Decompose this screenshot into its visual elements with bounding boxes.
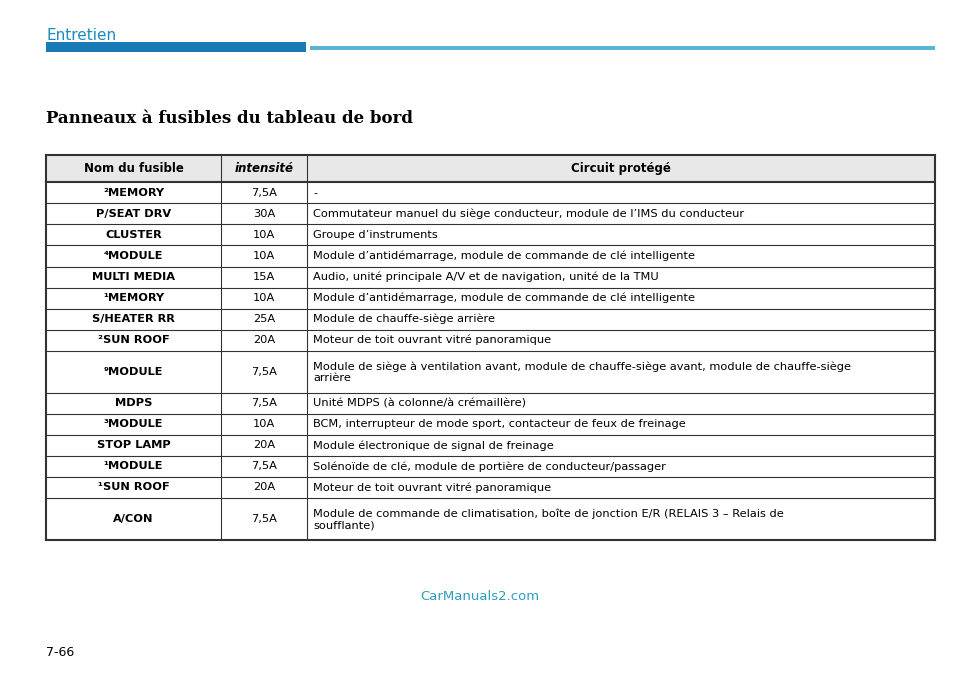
Text: 20A: 20A: [253, 440, 276, 450]
Text: ¹SUN ROOF: ¹SUN ROOF: [98, 483, 170, 492]
Text: arrière: arrière: [313, 373, 351, 383]
Text: Circuit protégé: Circuit protégé: [571, 162, 671, 175]
Text: Commutateur manuel du siège conducteur, module de l’IMS du conducteur: Commutateur manuel du siège conducteur, …: [313, 209, 745, 219]
Bar: [46, 42, 306, 52]
Text: 10A: 10A: [253, 293, 276, 303]
Bar: [310, 46, 935, 50]
Text: Solénoïde de clé, module de portière de conducteur/passager: Solénoïde de clé, module de portière de …: [313, 461, 666, 472]
Text: Groupe d’instruments: Groupe d’instruments: [313, 230, 438, 240]
Text: MULTI MEDIA: MULTI MEDIA: [92, 272, 175, 282]
Text: Module d’antidémarrage, module de commande de clé intelligente: Module d’antidémarrage, module de comman…: [313, 293, 695, 303]
Text: Module électronique de signal de freinage: Module électronique de signal de freinag…: [313, 440, 554, 451]
Text: ¹MODULE: ¹MODULE: [104, 461, 163, 471]
Text: Audio, unité principale A/V et de navigation, unité de la TMU: Audio, unité principale A/V et de naviga…: [313, 271, 660, 282]
Text: Moteur de toit ouvrant vitré panoramique: Moteur de toit ouvrant vitré panoramique: [313, 335, 551, 345]
Text: -: -: [313, 188, 318, 198]
Text: 30A: 30A: [253, 209, 276, 219]
Text: 10A: 10A: [253, 419, 276, 429]
Text: 10A: 10A: [253, 251, 276, 261]
Text: 15A: 15A: [253, 272, 276, 282]
Text: Unité MDPS (à colonne/à crémaillère): Unité MDPS (à colonne/à crémaillère): [313, 398, 526, 408]
Text: 20A: 20A: [253, 483, 276, 492]
Text: 25A: 25A: [253, 314, 276, 324]
Text: 7,5A: 7,5A: [252, 398, 277, 408]
Text: Module d’antidémarrage, module de commande de clé intelligente: Module d’antidémarrage, module de comman…: [313, 250, 695, 261]
Text: S/HEATER RR: S/HEATER RR: [92, 314, 175, 324]
Text: 7,5A: 7,5A: [252, 514, 277, 524]
Text: Moteur de toit ouvrant vitré panoramique: Moteur de toit ouvrant vitré panoramique: [313, 482, 551, 493]
Text: ⁴MODULE: ⁴MODULE: [104, 251, 163, 261]
Text: STOP LAMP: STOP LAMP: [97, 440, 171, 450]
Text: CLUSTER: CLUSTER: [106, 230, 162, 240]
Text: A/CON: A/CON: [113, 514, 154, 524]
Text: 7,5A: 7,5A: [252, 367, 277, 376]
Text: soufflante): soufflante): [313, 521, 375, 530]
Text: ⁹MODULE: ⁹MODULE: [104, 367, 163, 376]
Text: P/SEAT DRV: P/SEAT DRV: [96, 209, 171, 219]
Text: Nom du fusible: Nom du fusible: [84, 162, 183, 175]
Text: Module de chauffe-siège arrière: Module de chauffe-siège arrière: [313, 314, 495, 324]
Text: Module de commande de climatisation, boîte de jonction E/R (RELAIS 3 – Relais de: Module de commande de climatisation, boî…: [313, 508, 784, 519]
Text: ²MEMORY: ²MEMORY: [103, 188, 164, 198]
Bar: [46, 155, 935, 182]
Text: ²SUN ROOF: ²SUN ROOF: [98, 335, 170, 345]
Text: 7,5A: 7,5A: [252, 188, 277, 198]
Text: ³MODULE: ³MODULE: [104, 419, 163, 429]
Text: CarManuals2.com: CarManuals2.com: [420, 590, 540, 603]
Text: 7-66: 7-66: [46, 645, 74, 659]
Text: intensité: intensité: [235, 162, 294, 175]
Text: ¹MEMORY: ¹MEMORY: [103, 293, 164, 303]
Text: Entretien: Entretien: [46, 28, 116, 43]
Text: Module de siège à ventilation avant, module de chauffe-siège avant, module de ch: Module de siège à ventilation avant, mod…: [313, 362, 852, 372]
Text: BCM, interrupteur de mode sport, contacteur de feux de freinage: BCM, interrupteur de mode sport, contact…: [313, 419, 686, 429]
Text: 20A: 20A: [253, 335, 276, 345]
Text: 10A: 10A: [253, 230, 276, 240]
Text: MDPS: MDPS: [115, 398, 153, 408]
Text: 7,5A: 7,5A: [252, 461, 277, 471]
Text: Panneaux à fusibles du tableau de bord: Panneaux à fusibles du tableau de bord: [46, 110, 413, 127]
